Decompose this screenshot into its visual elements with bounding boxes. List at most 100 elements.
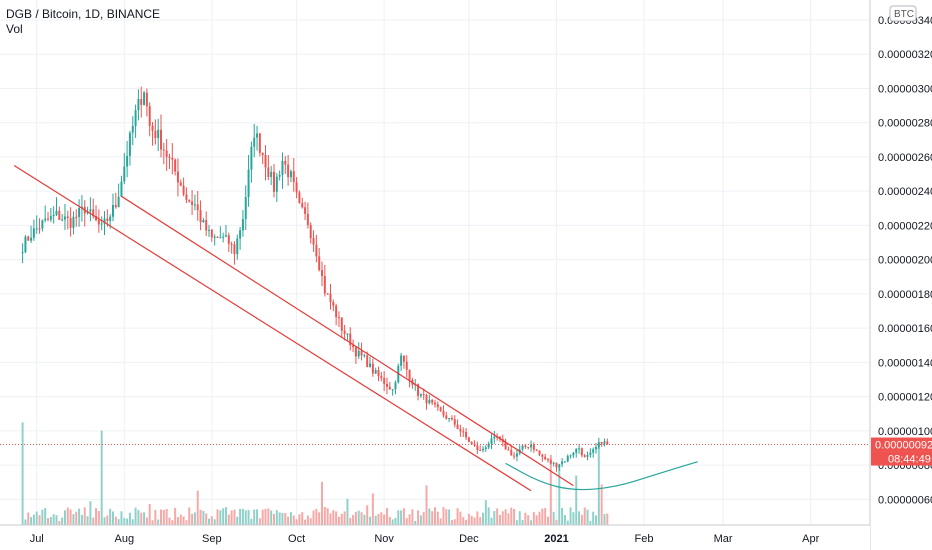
time-tick-label: Feb	[635, 533, 654, 545]
candle-body	[549, 460, 552, 464]
candle-body	[402, 355, 405, 362]
time-tick-label: Aug	[114, 533, 134, 545]
volume-bar	[323, 507, 326, 525]
candle-body	[513, 455, 516, 457]
volume-bars	[21, 422, 609, 525]
volume-bar	[527, 515, 530, 525]
volume-bar	[247, 509, 250, 525]
volume-bar	[552, 511, 555, 525]
volume-bar	[191, 513, 194, 525]
time-tick-label: Mar	[714, 533, 733, 545]
price-axis[interactable]: 0.000003400.000003200.000003000.00000280…	[878, 15, 932, 506]
time-tick-label: 2021	[544, 533, 568, 545]
candle-body	[580, 448, 583, 456]
candle-body	[49, 216, 52, 220]
volume-bar	[250, 518, 253, 525]
candle-body	[134, 110, 137, 127]
time-tick-label: Sep	[202, 533, 222, 545]
candle-body	[450, 417, 453, 420]
candle-body	[69, 217, 72, 228]
candle-body	[538, 450, 541, 455]
candle-body	[527, 446, 530, 448]
volume-bar	[306, 515, 309, 525]
currency-badge-frame[interactable]	[889, 5, 917, 22]
price-tick-label: 0.00000280	[878, 118, 932, 130]
volume-bar	[230, 510, 233, 525]
volume-bar	[462, 517, 465, 525]
candle-body	[315, 244, 318, 257]
candle-body	[213, 236, 216, 238]
time-axis[interactable]: Jul Aug Sep Oct Nov Dec 2021 Feb Mar Apr	[30, 533, 820, 545]
volume-bar	[493, 511, 496, 525]
candle-body	[467, 437, 470, 442]
volume-bar	[213, 519, 216, 525]
volume-bar	[606, 513, 609, 525]
volume-bar	[287, 516, 290, 525]
candle-body	[394, 382, 397, 390]
volume-bar	[482, 512, 485, 525]
volume-bar	[546, 516, 549, 525]
volume-bar	[227, 514, 230, 525]
volume-bar	[388, 516, 391, 525]
volume-bar	[414, 520, 417, 525]
candle-body	[241, 219, 244, 231]
candle-body	[103, 218, 106, 224]
volume-bar	[145, 517, 148, 525]
candle-body	[250, 146, 253, 170]
volume-bar	[603, 514, 606, 525]
volume-bar	[422, 512, 425, 525]
volume-bar	[284, 512, 287, 525]
candle-body	[171, 157, 174, 160]
candle-body	[224, 235, 227, 237]
volume-bar	[315, 508, 318, 525]
candle-body	[335, 305, 338, 318]
volume-bar	[44, 508, 47, 525]
volume-bar	[589, 520, 592, 525]
volume-bar	[321, 481, 324, 525]
volume-bar	[233, 509, 236, 525]
candle-body	[143, 92, 146, 105]
candle-body	[154, 130, 157, 139]
candle-body	[160, 129, 162, 150]
candle-body	[191, 201, 194, 205]
volume-bar	[244, 510, 247, 525]
candle-body	[123, 166, 126, 182]
volume-bar	[501, 511, 504, 525]
volume-bar	[120, 511, 123, 525]
candle-body	[586, 454, 589, 457]
volume-bar	[160, 509, 162, 525]
volume-bar	[273, 514, 275, 525]
volume-bar	[583, 507, 586, 525]
volume-bar	[83, 507, 86, 525]
volume-bar	[535, 515, 538, 525]
currency-button[interactable]: BTC	[889, 5, 917, 22]
volume-bar	[179, 514, 182, 525]
currency-label[interactable]: BTC	[894, 9, 914, 20]
volume-bar	[595, 515, 597, 525]
volume-bar	[137, 510, 140, 525]
volume-bar	[224, 507, 227, 525]
volume-bar	[75, 511, 78, 525]
volume-bar	[202, 510, 205, 525]
volume-bar	[510, 507, 513, 525]
volume-bar	[106, 515, 109, 525]
candle-body	[583, 455, 586, 457]
volume-bar	[35, 511, 38, 525]
candle-body	[182, 185, 185, 195]
candle-body	[592, 449, 595, 453]
candle-body	[306, 213, 309, 225]
candle-body	[470, 441, 473, 444]
candle-body	[434, 402, 436, 405]
candle-body	[61, 219, 64, 221]
volume-bar	[111, 511, 114, 525]
candle-body	[270, 171, 273, 178]
candle-body	[86, 211, 89, 214]
price-tick-label: 0.00000180	[878, 289, 932, 301]
candle-body	[504, 442, 507, 450]
volume-bar	[352, 514, 355, 525]
candle-body	[363, 355, 366, 357]
volume-bar	[222, 508, 225, 525]
volume-bar	[58, 520, 61, 525]
candle-body	[366, 355, 369, 367]
